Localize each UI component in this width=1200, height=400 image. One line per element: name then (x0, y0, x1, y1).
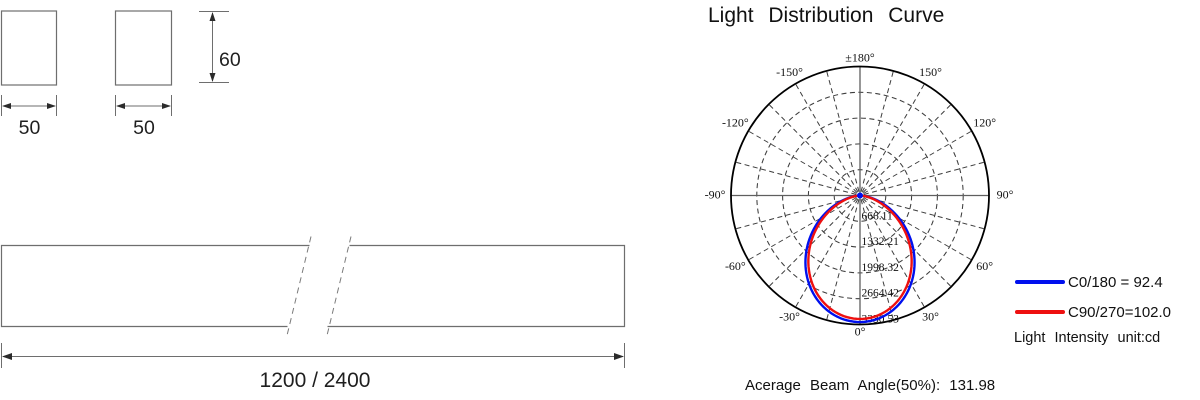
polar-outer-circle (730, 65, 990, 326)
angle-label: 120° (973, 115, 996, 129)
cross-section-1 (0, 10, 58, 86)
polar-grid-spoke (860, 199, 894, 321)
width-label-2: 50 (133, 117, 155, 139)
polar-grid-spoke (863, 130, 972, 194)
legend-item-c0-180: C0/180 = 92.4 (1015, 267, 1171, 297)
width-dimension-2 (115, 95, 172, 116)
polar-grid-spoke (862, 103, 952, 194)
polar-grid-spoke (861, 83, 925, 193)
polar-grid-spoke (860, 70, 894, 192)
chart-title: Light Distribution Curve (708, 4, 945, 27)
ring-value-label: 666.11 (862, 210, 893, 222)
legend-item-c90-270: C90/270=102.0 (1015, 297, 1171, 327)
cross-section-2 (114, 10, 173, 86)
width-dimension-1 (1, 95, 57, 116)
polar-grid-spoke (863, 161, 985, 195)
legend-label-c90-270: C90/270=102.0 (1068, 303, 1172, 321)
light-distribution-chart: 0° 30° 60° 90° 120° 150° ±180° -150° -120° -90° -6… (705, 50, 1014, 338)
width-label-1: 50 (19, 117, 41, 139)
curve-c90-270 (807, 194, 913, 321)
beam-angle-note: Acerage Beam Angle(50%): 131.98 (745, 377, 996, 394)
angle-label: 0° (855, 324, 866, 338)
angle-label: -150° (776, 65, 803, 79)
arrowhead-left-icon (116, 103, 125, 109)
ring-value-label: 1998.32 (862, 262, 900, 274)
legend-swatch-c0-180 (1015, 280, 1065, 284)
angle-label: 150° (919, 65, 942, 79)
angle-label: 90° (997, 187, 1014, 201)
chart-legend: C0/180 = 92.4 C90/270=102.0 (1015, 267, 1171, 327)
curve-c0-180 (804, 194, 916, 324)
polar-grid-spoke (826, 70, 860, 192)
polar-grid-spoke (795, 83, 859, 193)
length-label: 1200 / 2400 (260, 369, 371, 392)
unit-note: Light Intensity unit:cd (1014, 330, 1161, 346)
ring-value-label: 1332.21 (862, 236, 900, 248)
arrowhead-right-icon (162, 103, 171, 109)
height-label: 60 (219, 49, 241, 71)
polar-grid-spoke (861, 198, 925, 308)
legend-swatch-c90-270 (1015, 310, 1065, 314)
polar-grid-spoke (748, 130, 857, 194)
arrowhead-up-icon (209, 12, 216, 21)
polar-grid-spoke (862, 197, 952, 288)
polar-grid-spoke (768, 103, 858, 194)
arrowhead-left-icon (2, 103, 11, 109)
polar-grid-spoke (863, 196, 985, 230)
arrowhead-left-icon (2, 353, 12, 360)
polar-grid-spoke (748, 197, 857, 261)
break-lines (286, 236, 352, 336)
height-dimension (199, 11, 229, 83)
center-point (857, 192, 863, 199)
polar-grid-spoke (768, 197, 858, 288)
arrowhead-down-icon (209, 73, 216, 82)
polar-grid-spoke (863, 197, 972, 261)
arrowhead-right-icon (47, 103, 56, 109)
angle-label: ±180° (845, 50, 875, 64)
polar-grid-spoke (735, 161, 857, 195)
polar-grid-spoke (735, 196, 857, 230)
fixture-body (0, 244, 626, 328)
angle-label: 60° (976, 259, 993, 273)
polar-grid-spoke (826, 199, 860, 321)
angle-label: -120° (722, 115, 749, 129)
dimension-drawing: 50 50 60 (0, 10, 626, 392)
angle-label: -30° (779, 309, 800, 323)
angle-label: -90° (705, 187, 726, 201)
polar-grid-spoke (795, 198, 859, 308)
legend-label-c0-180: C0/180 = 92.4 (1068, 273, 1163, 291)
angle-label: -60° (725, 259, 746, 273)
ring-value-label: 2664.42 (862, 288, 900, 300)
angle-label: 30° (922, 309, 939, 323)
length-dimension (1, 343, 625, 368)
arrowhead-right-icon (614, 353, 624, 360)
